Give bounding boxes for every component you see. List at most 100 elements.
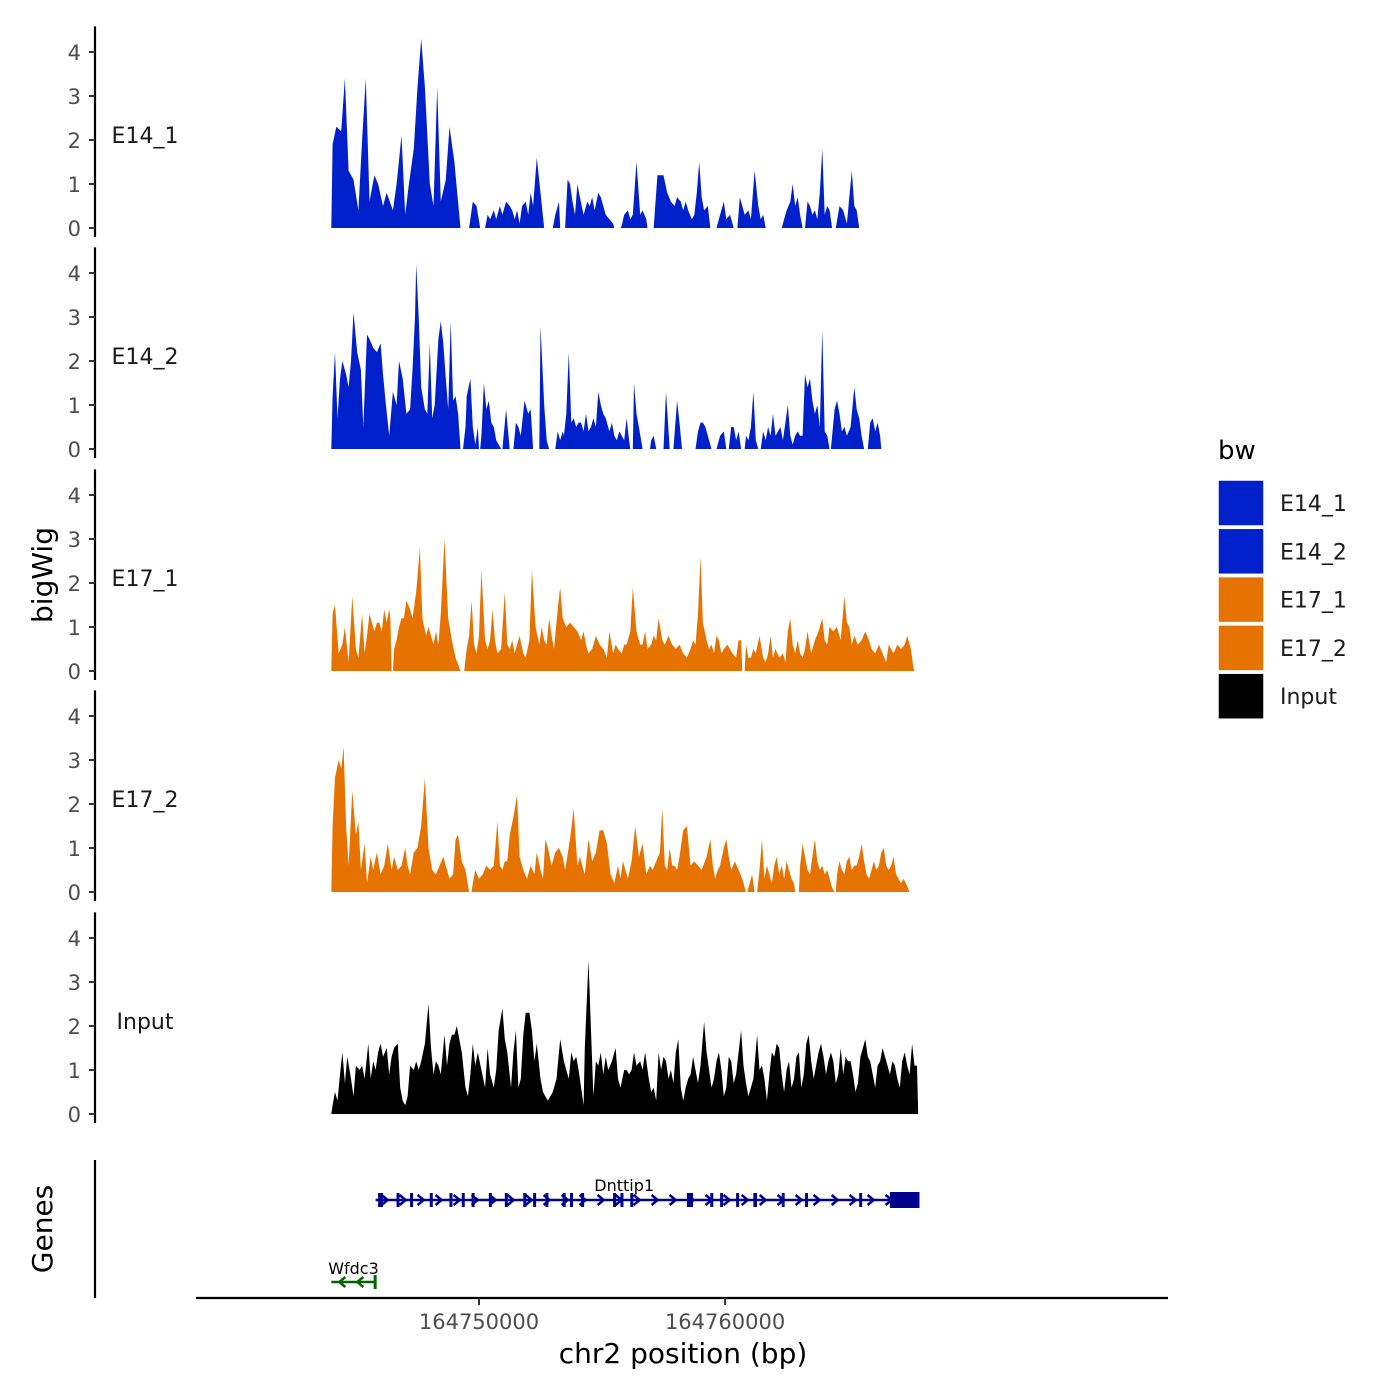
- y-tick-label: 0: [68, 660, 81, 684]
- exon: [805, 1193, 809, 1207]
- strand-arrow: [650, 1194, 660, 1206]
- legend-swatch: [1217, 479, 1265, 527]
- strand-arrow: [524, 1194, 534, 1206]
- x-tick-label: 164760000: [665, 1310, 785, 1334]
- legend-label: E14_2: [1280, 540, 1347, 565]
- y-tick-label: 3: [68, 85, 81, 109]
- track-E17_2: 0 1 2 3 4 E17_2: [68, 690, 910, 905]
- exon: [781, 1193, 785, 1207]
- strand-arrow: [398, 1194, 408, 1206]
- x-axis-title: chr2 position (bp): [559, 1337, 808, 1370]
- exon: [410, 1193, 414, 1207]
- track-label-Input: Input: [117, 1010, 174, 1035]
- exon: [488, 1193, 492, 1207]
- exon: [720, 1193, 724, 1207]
- exon: [630, 1193, 634, 1207]
- legend: bw E14_1 E14_2 E17_1 E17_2 Input: [1217, 436, 1347, 720]
- area-E14_1: [331, 38, 860, 228]
- x-axis: 164750000 164760000: [196, 1296, 1168, 1334]
- genes-panel: Dnttip1 Wfdc3: [93, 1160, 920, 1298]
- strand-arrow: [848, 1194, 858, 1206]
- exon: [581, 1193, 585, 1207]
- track-E14_1: 0 1 2 3 4 E14_1: [68, 26, 860, 241]
- y-tick-label: 0: [68, 217, 81, 241]
- strand-arrow: [452, 1194, 462, 1206]
- track-label-E17_1: E17_1: [112, 567, 179, 592]
- exon: [449, 1193, 453, 1207]
- signal-tracks: 0 1 2 3 4 E14_1 0 1 2 3 4 E14_2 0 1 2 3 4 E17_1 0 1 2 3 4 E17_2…: [68, 26, 919, 1127]
- exon: [562, 1193, 566, 1207]
- strand-arrow: [794, 1194, 804, 1206]
- exon: [753, 1193, 758, 1207]
- strand-arrow: [812, 1194, 822, 1206]
- exon: [736, 1193, 740, 1207]
- track-label-E17_2: E17_2: [112, 788, 179, 813]
- legend-swatch: [1217, 624, 1265, 672]
- strand-arrow: [380, 1194, 390, 1206]
- area-Input: [331, 960, 919, 1114]
- track-Input: 0 1 2 3 4 Input: [68, 912, 919, 1127]
- y-tick-label: 2: [68, 572, 81, 596]
- y-tick-label: 1: [68, 837, 81, 861]
- area-E17_2: [331, 746, 910, 892]
- exon: [461, 1193, 465, 1207]
- strand-arrow: [866, 1194, 876, 1206]
- exon: [533, 1193, 537, 1207]
- exon: [710, 1193, 714, 1207]
- legend-label: Input: [1280, 685, 1337, 710]
- legend-swatch: [1217, 575, 1265, 624]
- legend-item-Input: Input: [1217, 672, 1337, 720]
- legend-title: bw: [1218, 436, 1256, 466]
- y-tick-label: 4: [68, 705, 81, 729]
- y-tick-label: 2: [68, 793, 81, 817]
- exon: [471, 1193, 475, 1207]
- legend-item-E17_2: E17_2: [1217, 624, 1347, 672]
- legend-label: E14_1: [1280, 492, 1347, 517]
- area-E14_2: [331, 264, 882, 449]
- gene-label-Dnttip1: Dnttip1: [594, 1176, 654, 1195]
- strand-arrow: [740, 1194, 750, 1206]
- exon: [373, 1275, 377, 1289]
- y-tick-label: 0: [68, 438, 81, 462]
- track-E17_1: 0 1 2 3 4 E17_1: [68, 469, 915, 684]
- strand-arrow: [758, 1194, 768, 1206]
- strand-arrow: [668, 1194, 678, 1206]
- strand-arrow: [830, 1194, 840, 1206]
- y-tick-label: 1: [68, 1059, 81, 1083]
- exon: [429, 1193, 433, 1207]
- strand-arrow: [722, 1194, 732, 1206]
- track-E14_2: 0 1 2 3 4 E14_2: [68, 247, 882, 462]
- strand-arrow: [355, 1276, 365, 1288]
- exon: [523, 1193, 527, 1207]
- x-tick-label: 164750000: [419, 1310, 539, 1334]
- exon: [378, 1193, 384, 1207]
- exon: [686, 1193, 694, 1207]
- exon: [504, 1193, 508, 1207]
- exon: [620, 1193, 624, 1207]
- y-tick-label: 3: [68, 749, 81, 773]
- track-label-E14_1: E14_1: [112, 124, 179, 149]
- legend-label: E17_2: [1280, 637, 1347, 662]
- exon: [570, 1193, 574, 1207]
- y-tick-label: 2: [68, 1015, 81, 1039]
- y-tick-label: 0: [68, 881, 81, 905]
- y-tick-label: 1: [68, 616, 81, 640]
- legend-label: E17_1: [1280, 589, 1347, 614]
- strand-arrow: [434, 1194, 444, 1206]
- legend-item-E14_1: E14_1: [1217, 479, 1347, 527]
- y-tick-label: 1: [68, 394, 81, 418]
- y-tick-label: 1: [68, 173, 81, 197]
- gene-label-Wfdc3: Wfdc3: [328, 1259, 379, 1278]
- y-tick-label: 4: [68, 927, 81, 951]
- legend-swatch: [1217, 672, 1265, 720]
- y-tick-label: 3: [68, 528, 81, 552]
- area-E17_1: [331, 539, 915, 671]
- y-tick-label: 4: [68, 262, 81, 286]
- strand-arrow: [337, 1276, 347, 1288]
- legend-swatch: [1217, 527, 1265, 576]
- strand-arrow: [596, 1194, 606, 1206]
- gene-Dnttip1: Dnttip1: [375, 1176, 920, 1208]
- exon: [396, 1193, 400, 1207]
- y-tick-label: 2: [68, 350, 81, 374]
